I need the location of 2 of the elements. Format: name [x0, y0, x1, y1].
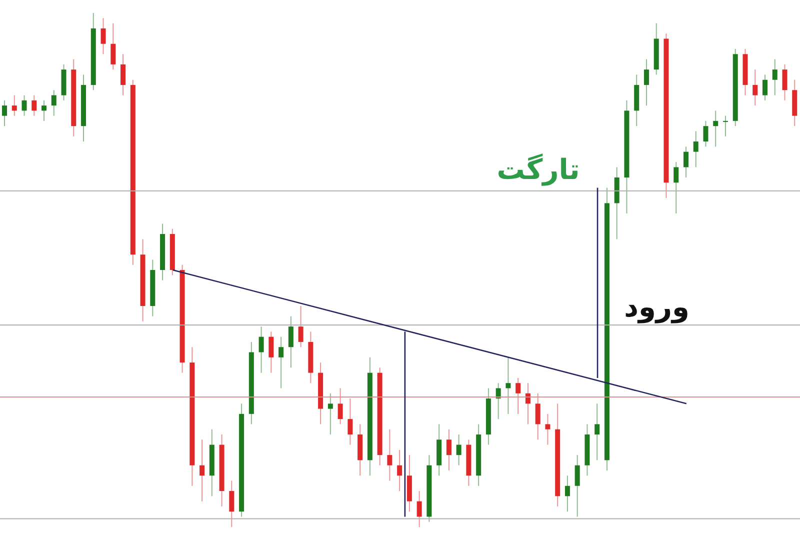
annotation: ورود	[624, 290, 690, 324]
annotation: تارگت	[496, 152, 580, 186]
